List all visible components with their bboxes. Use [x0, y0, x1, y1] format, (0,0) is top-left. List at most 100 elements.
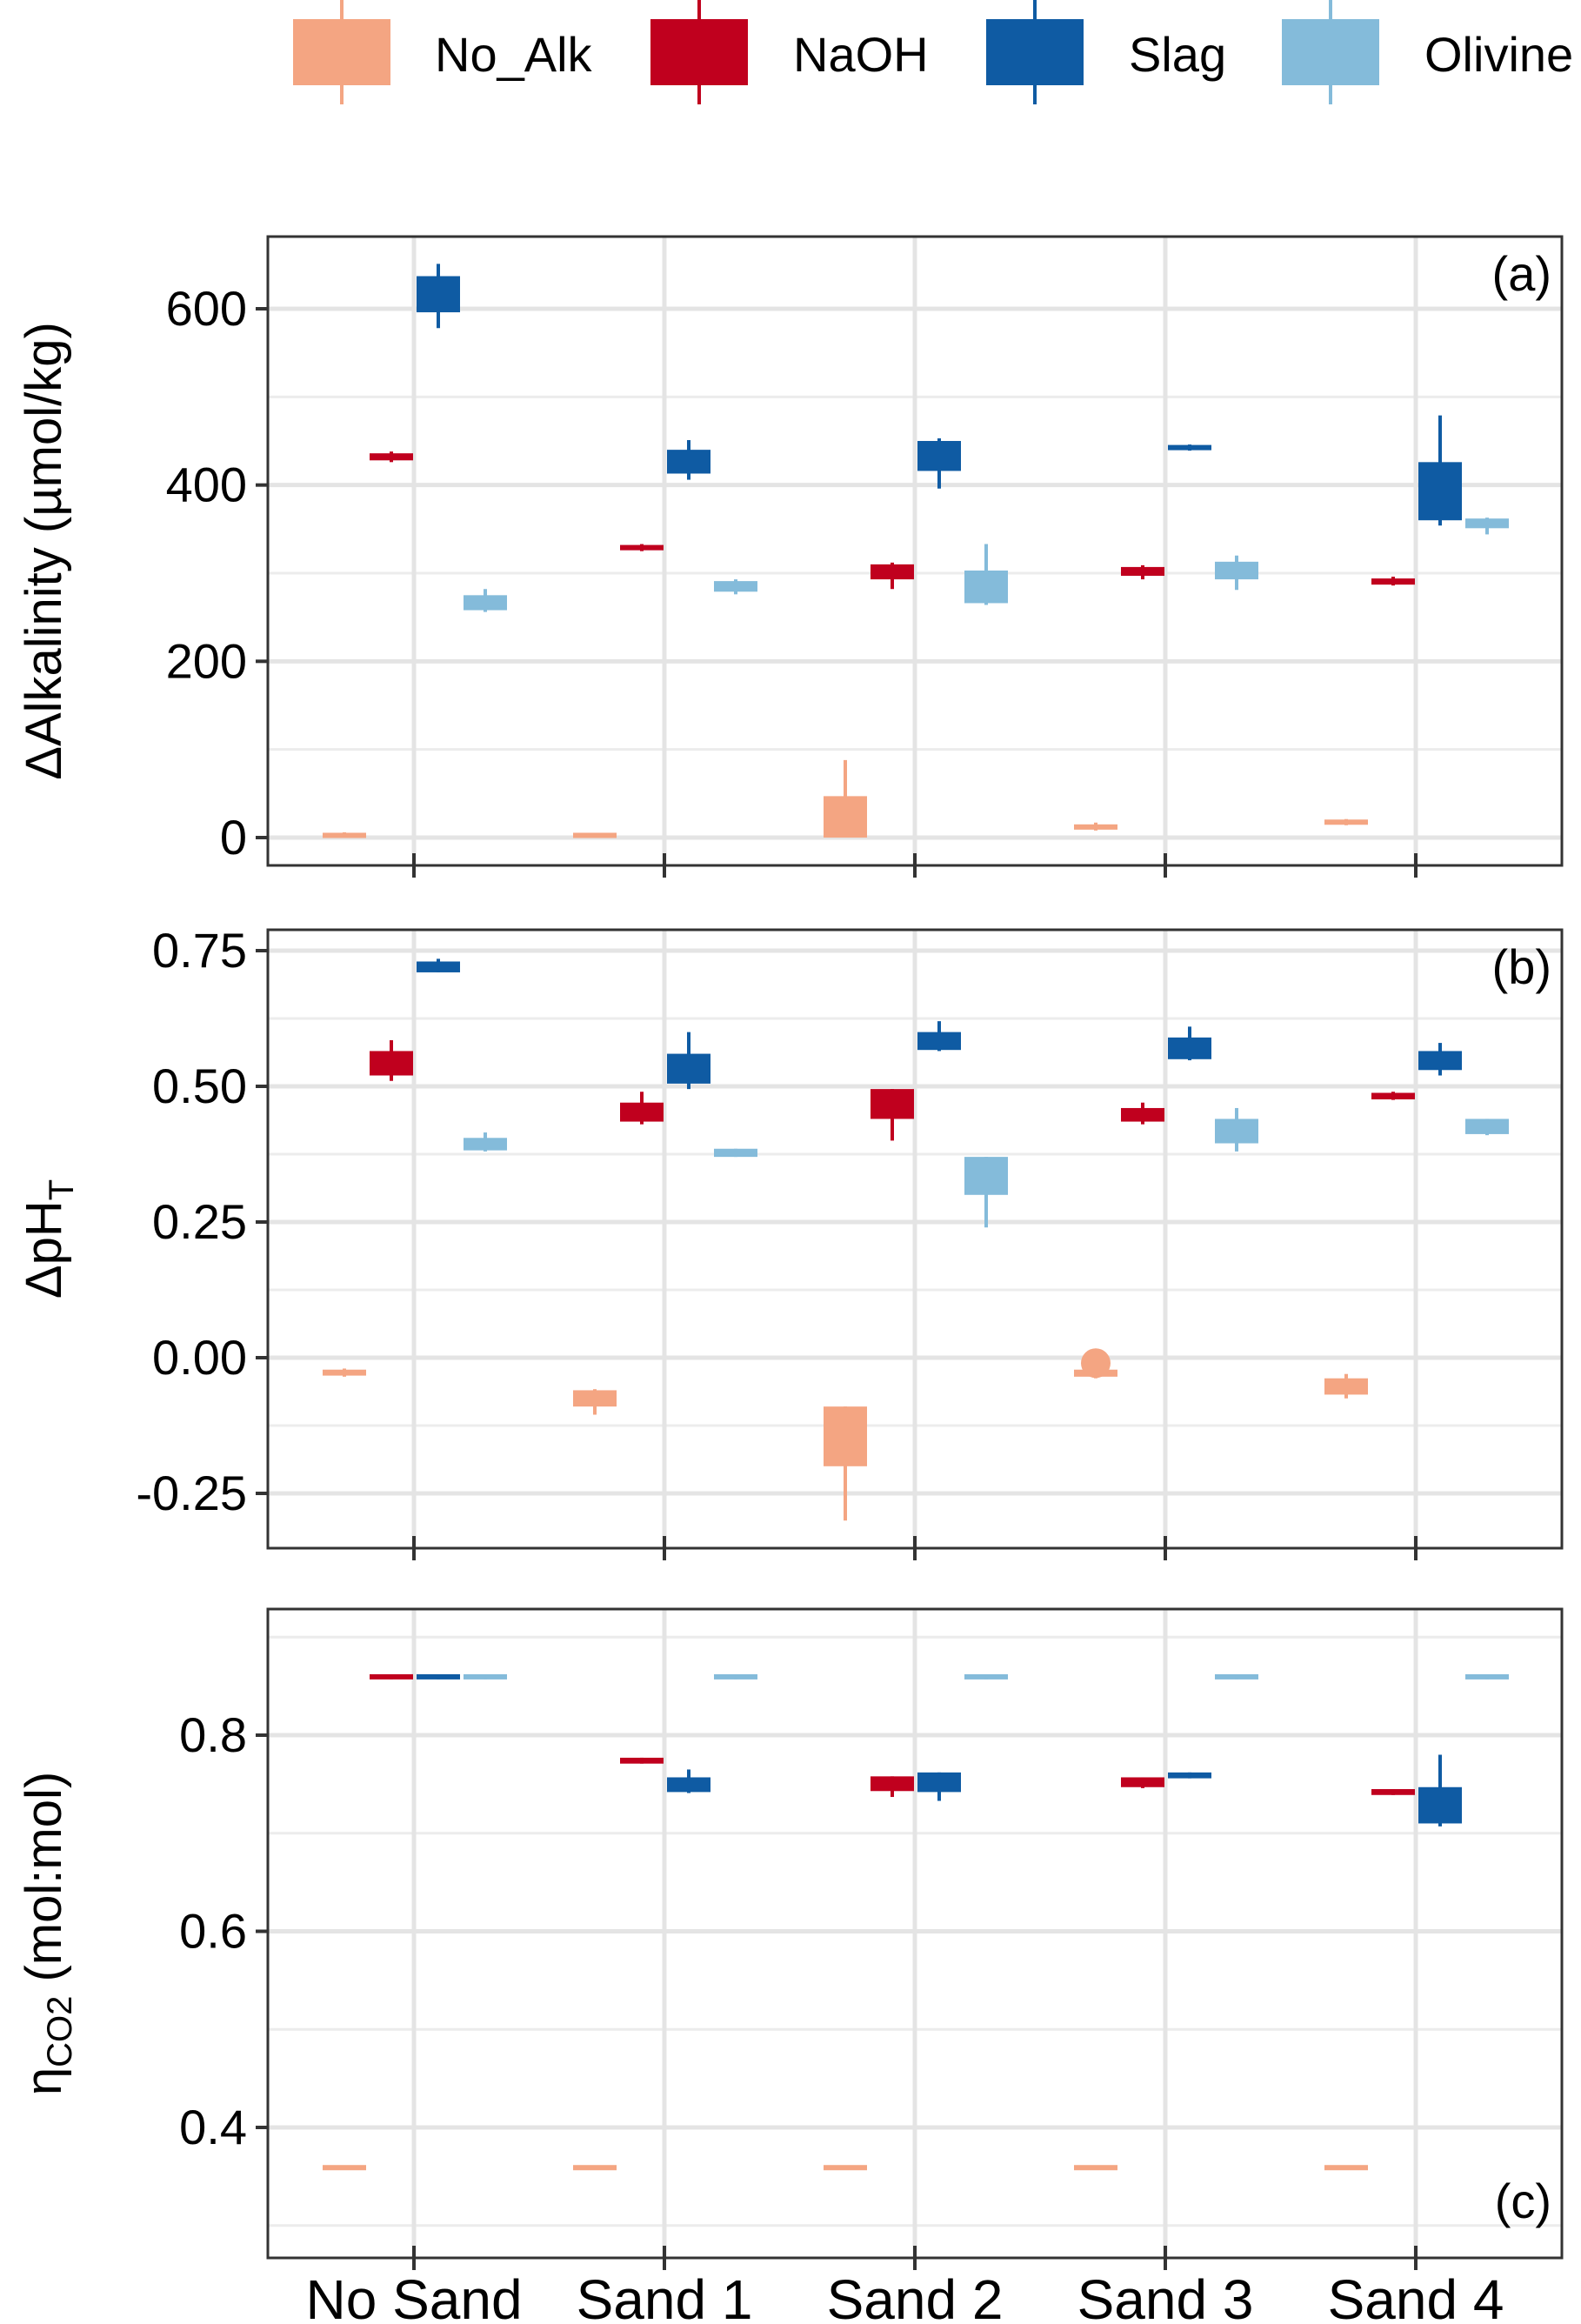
panel-1: 0 200 400 600 (a) ΔAlkalinity (µmol/kg) [16, 235, 1564, 878]
box-olivine-sand-4 [1465, 1119, 1509, 1136]
box-slag-no-sand [417, 958, 460, 972]
legend-label: No_Alk [435, 27, 593, 82]
box-body [323, 1369, 366, 1376]
box-body [370, 1051, 413, 1076]
box-slag-no-sand [417, 1673, 460, 1680]
box-body [1324, 1378, 1368, 1395]
box-slag-sand-2 [917, 437, 961, 489]
box-no-alk-sand-3 [1074, 2165, 1117, 2171]
y-tick-label: -0.25 [136, 1466, 247, 1520]
y-tick-label: 0.6 [179, 1904, 247, 1959]
box-no-alk-no-sand [323, 831, 366, 838]
box-no-alk-sand-4 [1324, 2165, 1368, 2171]
box-naoh-sand-4 [1371, 1092, 1415, 1100]
box-naoh-sand-1 [620, 1092, 664, 1125]
legend-swatch [650, 19, 748, 85]
box-olivine-no-sand [464, 1673, 507, 1680]
box-slag-sand-2 [917, 1021, 961, 1052]
box-body [964, 1157, 1008, 1195]
box-slag-sand-2 [917, 1772, 961, 1801]
legend-item-naoh: NaOH [650, 0, 929, 104]
box-body [714, 1673, 757, 1680]
box-body [417, 1673, 460, 1680]
legend-swatch [1282, 19, 1379, 85]
box-no-alk-sand-1 [573, 1389, 617, 1415]
box-body [1465, 1673, 1509, 1680]
box-slag-sand-1 [667, 439, 710, 480]
box-olivine-sand-4 [1465, 1673, 1509, 1680]
box-body [1371, 1092, 1415, 1099]
box-no-alk-sand-2 [824, 2165, 867, 2171]
box-body [871, 1776, 914, 1792]
box-body [1215, 561, 1258, 580]
box-naoh-no-sand [370, 1039, 413, 1081]
box-body [871, 564, 914, 580]
box-naoh-sand-1 [620, 1757, 664, 1764]
box-body [573, 832, 617, 838]
box-body [1121, 1777, 1164, 1787]
box-naoh-no-sand [370, 1673, 413, 1680]
box-olivine-no-sand [464, 589, 507, 612]
box-body [573, 1390, 617, 1407]
box-body [370, 453, 413, 461]
box-olivine-sand-2 [964, 1157, 1008, 1228]
box-slag-sand-1 [667, 1769, 710, 1793]
legend-label: NaOH [793, 27, 929, 82]
box-no-alk-sand-4 [1324, 818, 1368, 825]
box-olivine-sand-1 [714, 1148, 757, 1158]
box-body [1465, 518, 1509, 529]
box-no-alk-sand-3 [1074, 1348, 1117, 1379]
box-body [1418, 1786, 1462, 1824]
box-no-alk-sand-3 [1074, 822, 1117, 831]
box-olivine-sand-1 [714, 1673, 757, 1680]
box-body [417, 961, 460, 972]
box-body [1215, 1673, 1258, 1680]
y-tick-label: 400 [166, 457, 247, 512]
y-tick-label: 0.00 [152, 1330, 247, 1385]
box-body [1324, 2165, 1368, 2171]
x-tick-label: Sand 2 [827, 2268, 1004, 2324]
box-body [667, 1053, 710, 1084]
box-body [964, 570, 1008, 604]
box-olivine-sand-3 [1215, 1673, 1258, 1680]
box-body [1371, 1789, 1415, 1795]
box-body [464, 595, 507, 611]
y-tick-label: 0.50 [152, 1058, 247, 1113]
legend: No_Alk NaOH Slag Olivine [293, 0, 1573, 104]
box-body [1371, 578, 1415, 585]
box-slag-sand-3 [1168, 1772, 1211, 1779]
box-body [667, 1777, 710, 1793]
box-no-alk-sand-1 [573, 832, 617, 838]
box-no-alk-sand-2 [824, 1406, 867, 1521]
box-body [1168, 1037, 1211, 1059]
box-naoh-sand-3 [1121, 1777, 1164, 1788]
box-olivine-no-sand [464, 1132, 507, 1152]
box-body [1121, 1107, 1164, 1122]
box-slag-no-sand [417, 264, 460, 329]
x-axis-labels: No Sand Sand 1 Sand 2 Sand 3 Sand 4 [305, 2268, 1504, 2324]
box-body [667, 450, 710, 474]
box-body [917, 1772, 961, 1793]
box-no-alk-sand-2 [824, 759, 867, 838]
y-tick-label: 0.25 [152, 1194, 247, 1249]
box-body [1074, 2165, 1117, 2171]
box-no-alk-no-sand [323, 2165, 366, 2171]
y-tick-label: 0.75 [152, 923, 247, 978]
box-body [323, 832, 366, 838]
box-body [1074, 824, 1117, 830]
box-outlier [1081, 1348, 1111, 1379]
box-naoh-sand-1 [620, 544, 664, 551]
box-body [917, 441, 961, 471]
legend-item-olivine: Olivine [1282, 0, 1573, 104]
panel-tag: (b) [1492, 939, 1551, 994]
legend-swatch [293, 19, 390, 85]
box-slag-sand-3 [1168, 1026, 1211, 1061]
panel-tag: (a) [1492, 246, 1551, 301]
box-naoh-sand-2 [871, 1776, 914, 1798]
box-naoh-no-sand [370, 451, 413, 463]
box-body [1121, 566, 1164, 577]
box-olivine-sand-2 [964, 1673, 1008, 1680]
box-olivine-sand-3 [1215, 555, 1258, 591]
legend-swatch [986, 19, 1084, 85]
